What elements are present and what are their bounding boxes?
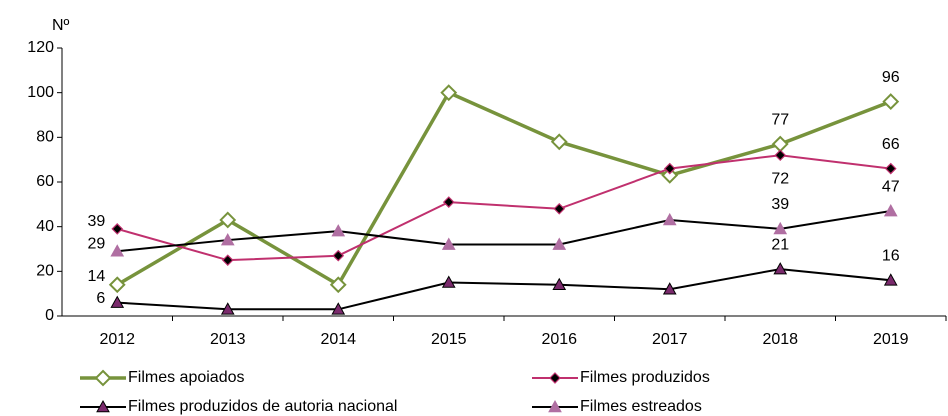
legend-marker — [94, 369, 112, 387]
legend-marker — [549, 372, 561, 384]
point — [219, 211, 237, 229]
point — [883, 273, 898, 286]
point — [220, 302, 235, 315]
point — [329, 276, 347, 294]
point — [774, 149, 787, 162]
x-tick-label: 2015 — [431, 331, 467, 348]
point — [550, 133, 568, 151]
point — [663, 162, 676, 175]
point — [440, 84, 458, 102]
point — [552, 237, 567, 250]
data-label: 66 — [882, 136, 900, 153]
data-label: 29 — [87, 235, 105, 252]
data-label: 96 — [882, 69, 900, 86]
point — [771, 135, 789, 153]
data-label: 16 — [882, 247, 900, 264]
legend-marker — [96, 399, 110, 413]
point — [442, 196, 455, 208]
legend-label: Filmes estreados — [580, 398, 702, 415]
data-label: 72 — [771, 170, 789, 187]
point — [441, 275, 456, 288]
y-tick-label: 100 — [27, 84, 54, 101]
data-label: 6 — [96, 290, 105, 307]
legend-label: Filmes produzidos — [580, 369, 710, 386]
y-tick-label: 20 — [36, 263, 54, 280]
y-tick-label: 120 — [27, 39, 54, 56]
point — [773, 262, 788, 275]
series-line — [117, 210, 891, 253]
data-label: 39 — [87, 213, 105, 230]
legend-label: Filmes apoiados — [128, 369, 245, 386]
point — [773, 221, 788, 235]
x-tick-label: 2013 — [210, 331, 246, 348]
x-tick-label: 2016 — [541, 331, 577, 348]
point — [331, 224, 346, 237]
data-label: 77 — [771, 111, 789, 128]
point — [221, 254, 234, 267]
legend-marker — [548, 399, 562, 413]
point — [882, 93, 900, 111]
series-line — [116, 90, 892, 288]
series-line — [116, 154, 891, 262]
y-tick-label: 60 — [36, 173, 54, 190]
y-axis-label: Nº — [52, 17, 70, 34]
data-label: 21 — [771, 236, 789, 253]
legend-label: Filmes produzidos de autoria nacional — [128, 398, 397, 415]
point — [441, 237, 456, 250]
point — [332, 249, 345, 262]
point — [552, 277, 567, 291]
point — [111, 223, 124, 235]
x-tick-label: 2017 — [652, 331, 688, 348]
point — [220, 233, 235, 246]
data-label: 39 — [771, 196, 789, 213]
x-tick-label: 2012 — [99, 331, 135, 348]
data-label: 47 — [882, 178, 900, 195]
point — [331, 302, 346, 315]
y-tick-label: 0 — [45, 307, 54, 324]
point — [108, 276, 126, 294]
point — [883, 204, 898, 217]
point — [553, 202, 566, 215]
series-line — [117, 268, 891, 311]
point — [661, 166, 679, 184]
point — [110, 244, 125, 257]
point — [662, 212, 677, 226]
y-tick-label: 40 — [36, 218, 54, 235]
y-tick-label: 80 — [36, 129, 54, 146]
x-tick-label: 2019 — [873, 331, 909, 348]
x-tick-label: 2014 — [320, 331, 356, 348]
data-label: 14 — [87, 268, 105, 285]
point — [884, 162, 897, 175]
point — [110, 295, 125, 308]
point — [662, 282, 677, 295]
x-tick-label: 2018 — [762, 331, 798, 348]
